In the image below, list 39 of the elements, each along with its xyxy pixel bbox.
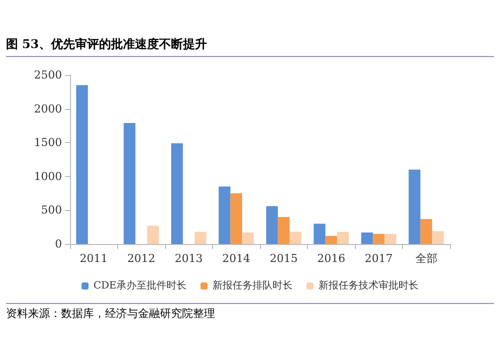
y-tick-label: 500 [41,204,62,217]
x-tick-label: 2011 [80,252,108,265]
bar [278,216,290,244]
bar [242,232,254,244]
y-tick-label: 0 [55,238,62,250]
y-tick-label: 2000 [34,102,62,116]
bar [147,226,159,244]
x-tick-label: 2014 [222,252,250,265]
bar [420,218,432,244]
bar [314,224,326,244]
x-tick-label: 全部 [415,252,438,265]
y-tick-label: 1500 [34,136,62,150]
bar [372,234,385,244]
y-tick-label: 2500 [34,68,62,82]
legend-label: 新报任务排队时长 [212,280,292,292]
bar [361,232,373,244]
bar [194,232,206,244]
bar [384,234,396,244]
legend-label: CDE承办至批件时长 [94,280,186,292]
x-tick-label: 2013 [174,252,203,265]
chart-title: 图 53、优先审评的批准速度不断提升 [6,36,494,57]
text: 资料来源：数据库，经济与金融研究院整理 [6,303,494,321]
x-tick-label: 2016 [317,252,346,265]
bar [337,232,349,244]
x-tick-label: 2015 [270,252,298,265]
legend-label: 新报任务技术审批时长 [318,280,418,292]
bar [124,122,136,244]
x-tick-label: 2017 [364,252,393,265]
bar [266,206,278,244]
bar [218,186,230,244]
x-tick-label: 2012 [127,252,156,265]
bar [432,231,444,244]
bar [230,193,242,244]
bar [290,232,302,244]
bar [325,236,338,244]
bar [76,85,88,244]
y-tick-label: 1000 [34,170,62,183]
bar [171,143,183,244]
bar [408,170,420,244]
